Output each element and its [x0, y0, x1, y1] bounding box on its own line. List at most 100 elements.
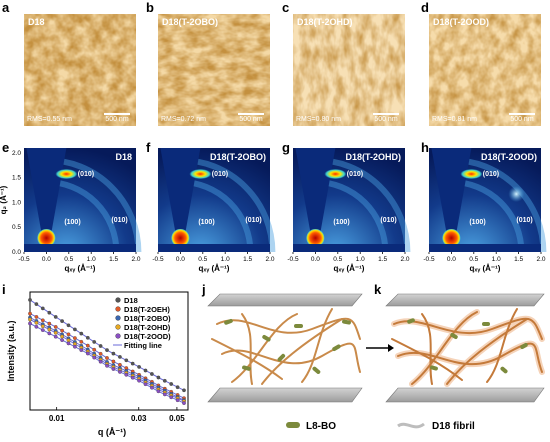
data-point	[53, 315, 58, 319]
peak-label-010: (010)	[78, 171, 94, 178]
beamstop-band	[24, 244, 136, 252]
data-point	[53, 334, 58, 339]
data-point	[66, 323, 71, 328]
data-point	[118, 355, 122, 359]
afm-title: D18(T-2OHD)	[297, 17, 353, 27]
data-point	[92, 355, 97, 360]
x-tick-label: 1.0	[356, 256, 365, 263]
peak-label-010-ip: (010)	[245, 217, 261, 224]
legend-marker	[115, 306, 121, 312]
peak-label-010: (010)	[212, 171, 228, 178]
bottom-plate	[385, 387, 545, 403]
afm-texture	[158, 14, 270, 126]
panel-label-k: k	[374, 282, 382, 297]
scattering-ring	[315, 157, 411, 253]
afm-title: D18(T-2OOD)	[433, 17, 490, 27]
data-point	[169, 395, 174, 400]
beam-shadow	[160, 148, 201, 238]
data-point	[79, 331, 84, 336]
panel-label-b: b	[146, 0, 154, 15]
data-point	[60, 334, 64, 339]
x-tick-label: 0.5	[198, 256, 207, 263]
data-point	[175, 398, 180, 403]
afm-scalebar: 500 nm	[104, 113, 130, 123]
data-point	[124, 358, 129, 363]
afm-title: D18(T-2OBO)	[162, 17, 219, 27]
data-point	[34, 315, 39, 319]
data-point	[73, 327, 77, 332]
data-point	[118, 362, 122, 367]
data-point	[34, 302, 39, 306]
x-tick-label: 0.05	[169, 414, 185, 423]
panel-label-f: f	[146, 140, 151, 155]
giwaxs-title: D18	[115, 152, 132, 162]
data-point	[47, 327, 52, 332]
peak-label-100: (100)	[64, 219, 80, 226]
legend-label: D18	[124, 296, 138, 305]
data-point	[73, 336, 77, 340]
peak-label-010: (010)	[347, 171, 363, 178]
legend-label: D18(T-2OEH)	[124, 305, 170, 314]
data-point	[28, 311, 32, 316]
peak-010-spot	[189, 169, 212, 179]
afm-texture	[293, 14, 405, 126]
panel-label-j: j	[202, 282, 206, 297]
data-point	[47, 310, 52, 315]
peak-label-100: (100)	[333, 219, 349, 226]
giwaxs-title: D18(T-2OHD)	[345, 152, 401, 162]
x-tick-label: -0.5	[423, 256, 435, 263]
x-tick-label: 0.01	[49, 414, 65, 423]
legend-marker	[115, 297, 121, 303]
fibril-network	[391, 308, 543, 385]
x-tick-label: 1.5	[514, 256, 523, 263]
data-point	[98, 359, 103, 364]
data-point	[130, 361, 135, 366]
afm-texture	[24, 14, 136, 126]
afm-title: D18	[28, 17, 45, 27]
panel-label-g: g	[282, 140, 290, 155]
x-tick-label: 2.0	[400, 256, 409, 263]
data-point	[150, 385, 154, 390]
panel-label-a: a	[2, 0, 10, 15]
x-tick-label: 1.0	[87, 256, 96, 263]
data-point	[47, 321, 52, 326]
afm-image-d18-t2ohd: D18(T-2OHD) RMS=0.80 nm 500 nm	[293, 14, 405, 126]
molecule-legend-swatch	[286, 422, 300, 428]
data-point	[105, 363, 109, 368]
afm-image-d18-t2obo: D18(T-2OBO) RMS=0.72 nm 500 nm	[158, 14, 270, 126]
data-point	[53, 325, 58, 329]
data-point	[40, 318, 45, 323]
data-point	[53, 330, 58, 335]
fibril-network	[211, 308, 361, 385]
data-point	[60, 338, 64, 342]
data-point	[182, 388, 186, 393]
top-plate	[385, 293, 545, 307]
plot-frame	[29, 291, 189, 411]
peak-010-spot	[324, 169, 347, 179]
data-point	[28, 321, 32, 326]
data-point	[66, 332, 71, 337]
peak-label-010-ip: (010)	[380, 217, 396, 224]
data-point	[150, 372, 154, 376]
schematic-k	[385, 293, 545, 403]
data-point	[118, 370, 122, 374]
data-point	[40, 306, 45, 311]
y-axis-label: Intensity (a.u.)	[6, 320, 16, 381]
panel-label-c: c	[282, 0, 290, 15]
panel-label-d: d	[421, 0, 429, 15]
data-point	[92, 347, 97, 352]
data-point	[175, 385, 180, 390]
data-point	[34, 320, 39, 325]
legend-marker	[115, 324, 121, 330]
x-tick-label: 0.5	[64, 256, 73, 263]
afm-texture	[429, 14, 541, 126]
legend-marker	[115, 315, 121, 321]
x-axis-label: q (Å⁻¹)	[98, 427, 126, 437]
peak-010-spot	[55, 169, 78, 179]
peak-label-010: (010)	[483, 171, 499, 178]
data-point	[79, 348, 84, 352]
data-point	[156, 389, 161, 394]
data-point	[28, 317, 32, 322]
data-point	[85, 343, 90, 348]
x-tick-label: 1.5	[109, 256, 118, 263]
